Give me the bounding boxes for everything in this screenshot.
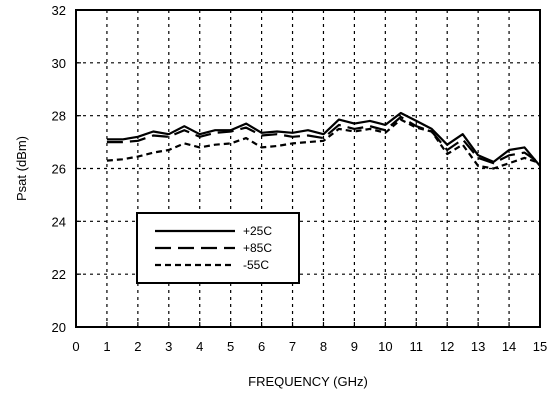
x-tick-label: 13	[471, 339, 485, 354]
x-tick-label: 4	[196, 339, 203, 354]
x-tick-label: 14	[502, 339, 516, 354]
legend-label-3: -55C	[243, 258, 269, 272]
x-tick-label: 3	[165, 339, 172, 354]
x-tick-label: 0	[72, 339, 79, 354]
x-tick-label: 5	[227, 339, 234, 354]
y-axis-title: Psat (dBm)	[14, 136, 29, 201]
series-line-3	[106, 118, 541, 170]
x-tick-label: 8	[320, 339, 327, 354]
y-tick-label: 22	[52, 267, 66, 282]
y-tick-label: 24	[52, 214, 66, 229]
legend: +25C +85C -55C	[136, 212, 300, 284]
x-tick-label: 6	[258, 339, 265, 354]
x-tick-label: 10	[378, 339, 392, 354]
x-tick-label: 1	[103, 339, 110, 354]
x-tick-label: 7	[289, 339, 296, 354]
series-line-2	[106, 115, 541, 165]
y-tick-label: 30	[52, 56, 66, 71]
x-tick-label: 15	[533, 339, 547, 354]
x-tick-label: 12	[440, 339, 454, 354]
y-tick-label: 28	[52, 109, 66, 124]
y-tick-label: 26	[52, 162, 66, 177]
x-tick-label: 2	[134, 339, 141, 354]
y-tick-label: 20	[52, 320, 66, 335]
x-tick-label: 11	[410, 339, 424, 354]
legend-label-2: +85C	[243, 241, 272, 255]
x-axis-title: FREQUENCY (GHz)	[248, 374, 368, 389]
series-lines	[106, 111, 541, 170]
y-tick-label: 32	[52, 3, 66, 18]
series-line-1	[106, 111, 541, 167]
legend-label-1: +25C	[243, 224, 272, 238]
x-tick-label: 9	[351, 339, 358, 354]
